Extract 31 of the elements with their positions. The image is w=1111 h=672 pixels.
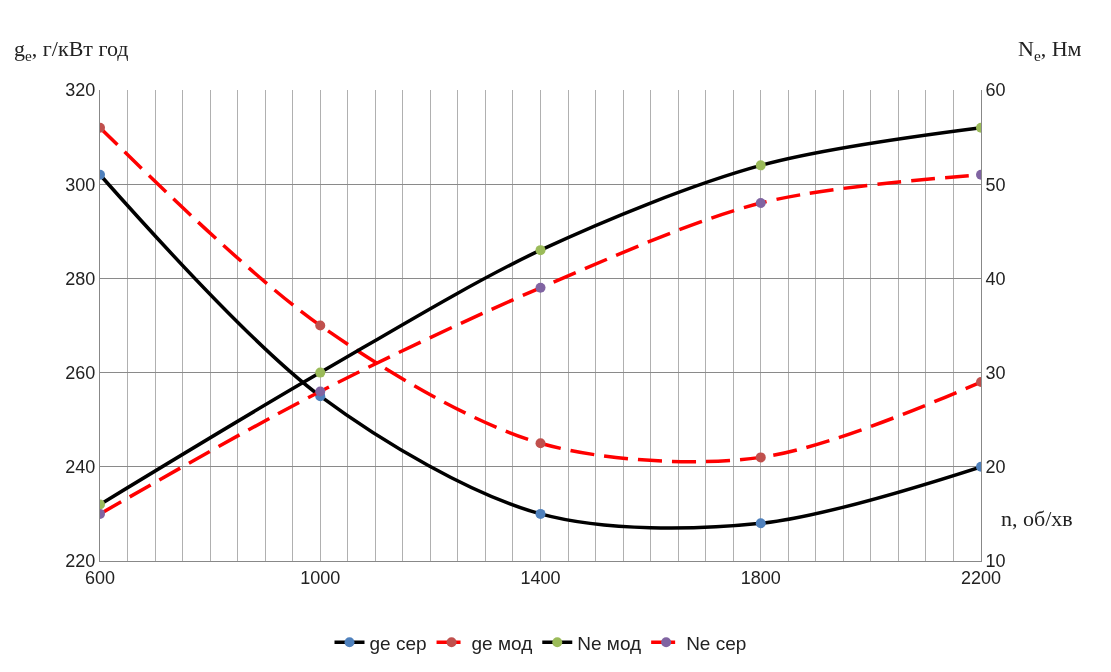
x-axis-title: n, об/хв xyxy=(1001,506,1073,531)
y2-tick-label: 30 xyxy=(985,362,1006,383)
point xyxy=(535,245,546,256)
y-axis-title: g$_{e}$, г/кВт год xyxy=(14,36,129,64)
y-tick-label: 240 xyxy=(65,457,96,478)
y-tick-label: 280 xyxy=(65,268,96,289)
point xyxy=(535,438,546,449)
point xyxy=(755,160,766,171)
legend-label: Ne сер xyxy=(686,632,747,654)
y2-tick-label: 50 xyxy=(985,174,1006,195)
point xyxy=(755,518,766,529)
y2-axis-title: N$_{e}$, Нм xyxy=(1018,36,1082,64)
y-tick-label: 320 xyxy=(65,80,96,101)
y-tick-label: 260 xyxy=(65,362,96,383)
point xyxy=(535,282,546,293)
legend-label: ge мод xyxy=(471,632,533,654)
legend-label: ge сер xyxy=(369,632,427,654)
point xyxy=(535,508,546,519)
y-tick-label: 300 xyxy=(65,174,96,195)
y2-tick-label: 20 xyxy=(985,457,1006,478)
legend-label: Ne мод xyxy=(577,632,642,654)
point xyxy=(755,452,766,463)
x-tick-label: 1400 xyxy=(520,567,561,588)
x-tick-label: 1000 xyxy=(300,567,341,588)
point xyxy=(755,198,766,209)
point xyxy=(315,386,326,397)
point xyxy=(315,367,326,378)
y2-tick-label: 60 xyxy=(985,80,1006,101)
x-tick-label: 1800 xyxy=(740,567,781,588)
point xyxy=(315,320,326,331)
y2-tick-label: 40 xyxy=(985,268,1006,289)
